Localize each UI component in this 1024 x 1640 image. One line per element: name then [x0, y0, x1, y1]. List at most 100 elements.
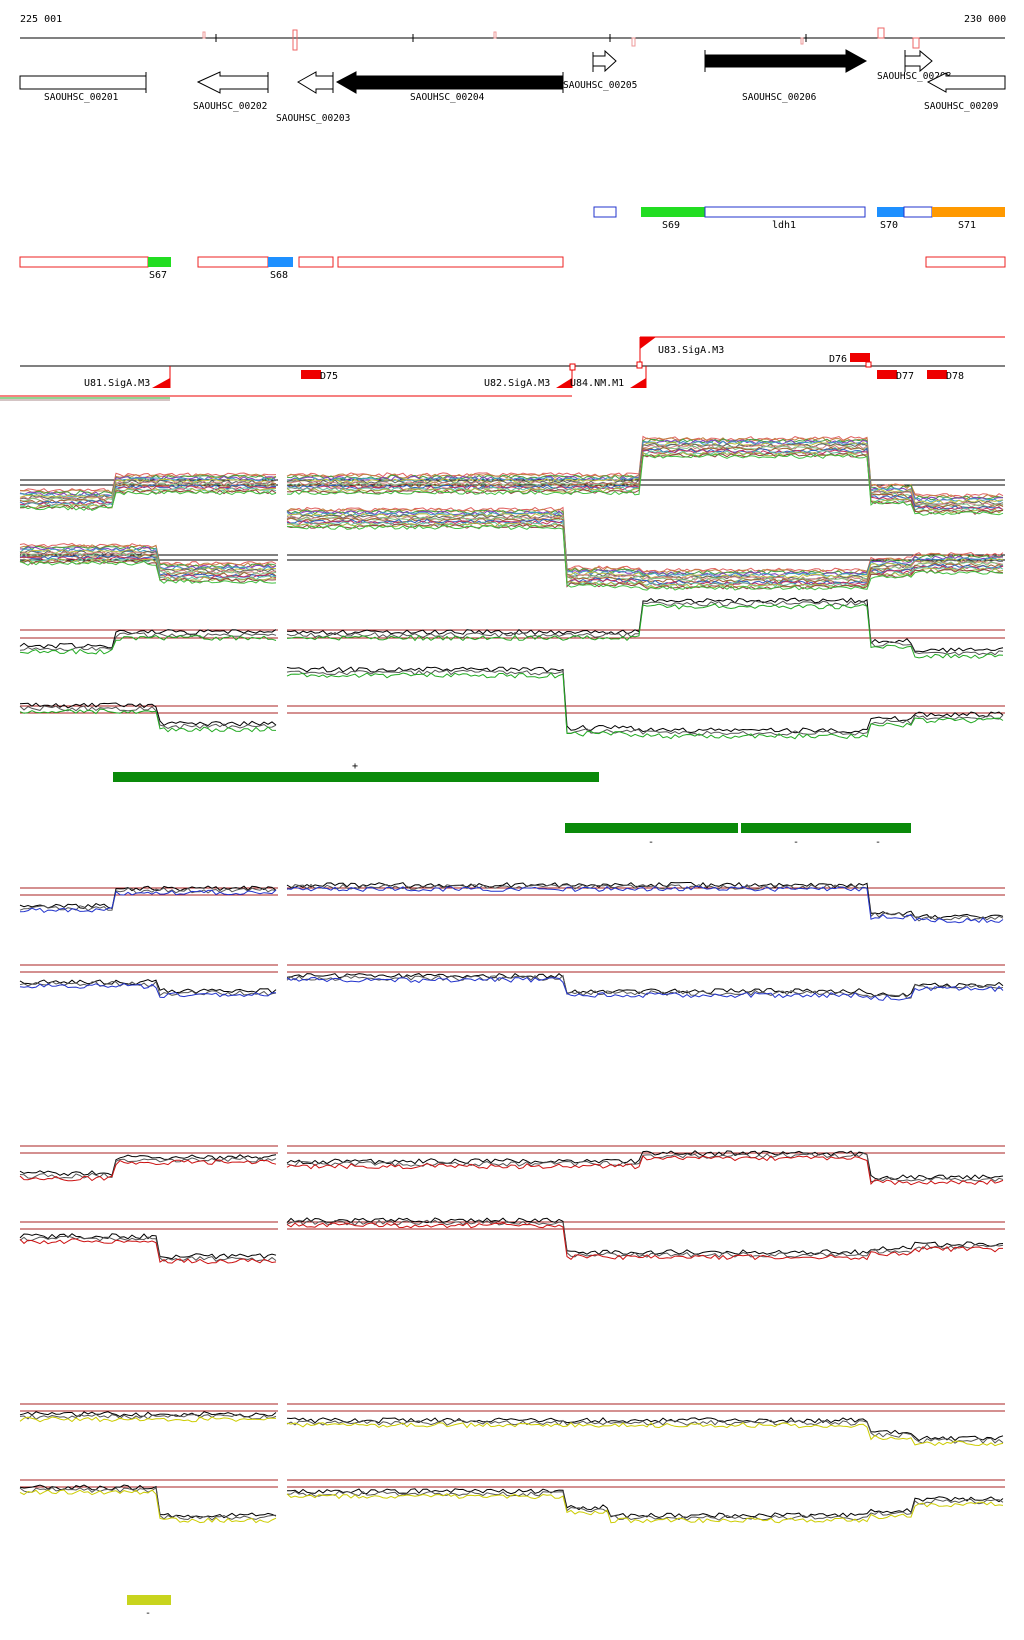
expression-panel-multicolor	[19, 435, 1005, 591]
gene-label: SAOUHSC_00208	[877, 71, 952, 82]
minus-marker: -	[793, 837, 799, 848]
segment-track-lower: S67 S68	[19, 256, 1006, 281]
gene-label: SAOUHSC_00203	[276, 113, 350, 124]
expression-series-group	[19, 1484, 1004, 1524]
expression-series-group	[19, 973, 1004, 1001]
expression-series-group	[19, 597, 1004, 659]
expression-trace	[20, 452, 1004, 515]
expression-series-group	[19, 666, 1004, 740]
axis-end-label: 230 000	[964, 14, 1006, 25]
gene-saouhsc-00205[interactable]: SAOUHSC_00205	[563, 49, 637, 91]
segment-box[interactable]	[197, 256, 269, 268]
minus-marker: -	[648, 837, 654, 848]
segment-label: S67	[149, 270, 167, 281]
plus-marker: +	[352, 761, 358, 772]
gene-saouhsc-00209[interactable]: SAOUHSC_00209	[924, 72, 1006, 112]
segment-s70[interactable]	[877, 207, 904, 217]
gene-saouhsc-00208[interactable]: SAOUHSC_00208	[877, 49, 952, 82]
segment-label: S70	[880, 220, 898, 231]
expression-series-group	[19, 1217, 1004, 1265]
segment-label: S69	[662, 220, 680, 231]
expression-trace	[19, 435, 1004, 498]
terminator-label: D77	[896, 371, 914, 382]
expression-trace	[19, 672, 1004, 740]
terminator-d75[interactable]	[301, 370, 321, 379]
expression-trace	[19, 441, 1004, 505]
axis-start-label: 225 001	[20, 14, 62, 25]
expression-trace	[19, 1411, 1004, 1442]
minus-marker: -	[145, 1608, 151, 1619]
segment-s68[interactable]	[268, 257, 293, 267]
terminator-d76[interactable]	[850, 353, 870, 362]
expression-trace	[19, 666, 1004, 734]
segment-label: ldh1	[772, 220, 796, 231]
gene-track: SAOUHSC_00201 SAOUHSC_00202 SAOUHSC_0020…	[19, 49, 1006, 124]
expression-trace	[19, 600, 1004, 656]
expression-trace	[19, 1489, 1004, 1524]
segment-s71[interactable]	[932, 207, 1005, 217]
segment-box[interactable]	[19, 256, 149, 268]
expression-panel-green: + - - -	[19, 597, 1005, 848]
expression-trace	[19, 1486, 1004, 1521]
expression-series-group	[19, 1411, 1004, 1447]
expression-trace	[19, 453, 1004, 516]
promoter-flag-icon	[152, 378, 170, 388]
expression-trace	[19, 507, 1004, 574]
expression-trace	[19, 976, 1004, 1001]
gene-saouhsc-00201[interactable]: SAOUHSC_00201	[19, 72, 147, 103]
segment-box[interactable]	[903, 206, 933, 218]
expression-trace	[19, 514, 1004, 580]
promoter-flag-icon	[630, 378, 646, 388]
expression-trace	[19, 444, 1004, 507]
green-bar-minus[interactable]	[741, 823, 911, 833]
promoter-label: U82.SigA.M3	[484, 378, 550, 389]
expression-trace	[19, 973, 1004, 997]
promoter-label: U83.SigA.M3	[658, 345, 724, 356]
expression-series-group-lower	[19, 506, 1004, 591]
gene-saouhsc-00203[interactable]: SAOUHSC_00203	[276, 71, 350, 124]
expression-trace	[19, 506, 1004, 573]
expression-trace	[19, 669, 1004, 737]
expression-trace	[19, 524, 1004, 591]
terminator-d78[interactable]	[927, 370, 947, 379]
expression-trace	[19, 1416, 1004, 1447]
promoter-label: U84.NM.M1	[570, 378, 624, 389]
terminator-label: D76	[829, 354, 847, 365]
gene-saouhsc-00206[interactable]: SAOUHSC_00206	[704, 49, 868, 103]
segment-s67[interactable]	[148, 257, 171, 267]
expression-trace	[19, 1152, 1004, 1183]
segment-label: S71	[958, 220, 976, 231]
segment-s69[interactable]	[641, 207, 705, 217]
expression-series-group	[19, 881, 1004, 924]
promoter-flag-icon	[640, 337, 656, 349]
segment-box[interactable]	[298, 256, 334, 268]
coordinate-axis: 225 001 230 000	[20, 14, 1006, 51]
expression-panel-yellow: -	[19, 1403, 1005, 1619]
minus-marker: -	[875, 837, 881, 848]
segment-track-upper: S69 ldh1 S70 S71	[593, 206, 1005, 231]
expression-trace	[19, 885, 1004, 924]
lime-bar[interactable]	[127, 1595, 171, 1605]
expression-trace	[19, 1217, 1004, 1260]
gene-saouhsc-00202[interactable]: SAOUHSC_00202	[193, 71, 269, 112]
green-bar-minus[interactable]	[565, 823, 738, 833]
expression-panel-blue	[19, 881, 1005, 1001]
green-bar-plus[interactable]	[113, 772, 599, 782]
expression-trace	[19, 1222, 1003, 1265]
promoter-label: U81.SigA.M3	[84, 378, 150, 389]
segment-ldh1[interactable]	[704, 206, 866, 218]
expression-trace	[19, 446, 1004, 509]
gene-label: SAOUHSC_00209	[924, 101, 999, 112]
expression-panel-red	[19, 1145, 1005, 1265]
segment-box[interactable]	[337, 256, 564, 268]
expression-trace	[19, 597, 1004, 654]
expression-trace	[19, 1219, 1004, 1262]
expression-trace	[19, 883, 1004, 922]
segment-box[interactable]	[593, 206, 617, 218]
gene-saouhsc-00204[interactable]: SAOUHSC_00204	[335, 71, 564, 103]
gene-label: SAOUHSC_00201	[44, 92, 119, 103]
segment-label: S68	[270, 270, 288, 281]
segment-box[interactable]	[925, 256, 1006, 268]
terminator-d77[interactable]	[877, 370, 897, 379]
expression-series-group-upper	[19, 435, 1004, 516]
